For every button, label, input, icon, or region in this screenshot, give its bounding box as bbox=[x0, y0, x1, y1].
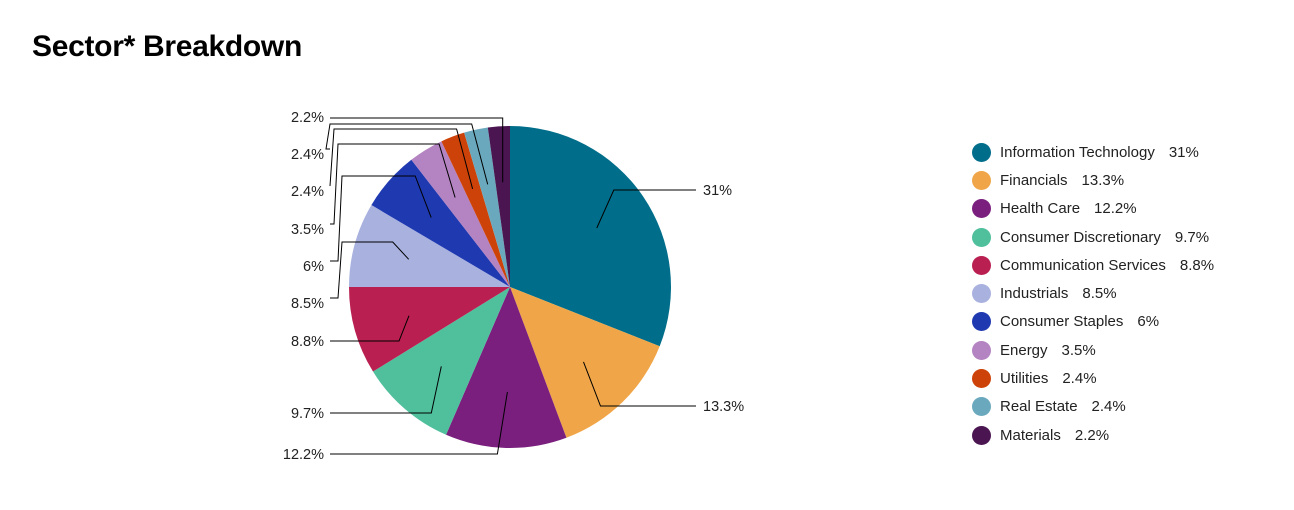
data-label: 9.7% bbox=[291, 406, 324, 422]
legend-item-financials: Financials 13.3% bbox=[972, 166, 1214, 194]
legend-value: 6% bbox=[1137, 313, 1160, 331]
leader-line-real-estate bbox=[325, 123, 489, 185]
legend-value: 3.5% bbox=[1061, 341, 1096, 359]
data-label: 31% bbox=[703, 183, 732, 199]
pie-slice-consumer-discretionary bbox=[372, 287, 510, 435]
data-label: 2.4% bbox=[291, 184, 324, 200]
leader-line-consumer-discretionary bbox=[330, 366, 442, 414]
data-label: 6% bbox=[303, 259, 324, 275]
legend-swatch bbox=[972, 369, 991, 389]
legend-swatch bbox=[972, 340, 991, 360]
data-label: 2.2% bbox=[291, 110, 324, 126]
legend-label: Utilities bbox=[1000, 370, 1049, 388]
legend-item-real-estate: Real Estate 2.4% bbox=[972, 393, 1214, 421]
legend-swatch bbox=[972, 142, 991, 162]
pie-slice-consumer-staples bbox=[371, 159, 510, 287]
legend-value: 31% bbox=[1168, 143, 1199, 161]
legend-item-industrials: Industrials 8.5% bbox=[972, 279, 1214, 307]
legend-value: 8.8% bbox=[1179, 256, 1215, 274]
legend-swatch bbox=[972, 284, 991, 304]
leader-line-health-care bbox=[330, 391, 508, 455]
chart-legend: Information Technology 31% Financials 13.3%… bbox=[972, 138, 1214, 449]
legend-value: 2.4% bbox=[1091, 398, 1126, 416]
pie-slice-utilities bbox=[441, 132, 510, 287]
legend-swatch bbox=[972, 425, 991, 445]
legend-value: 13.3% bbox=[1081, 171, 1125, 189]
chart-title: Sector* Breakdown bbox=[32, 30, 302, 63]
legend-label: Health Care bbox=[1000, 200, 1081, 218]
legend-value: 12.2% bbox=[1094, 200, 1137, 218]
legend-swatch bbox=[972, 227, 991, 247]
data-label: 3.5% bbox=[291, 222, 324, 238]
legend-label: Materials bbox=[1000, 426, 1061, 444]
leader-line-energy bbox=[330, 143, 456, 225]
leader-line-information-technology bbox=[596, 189, 696, 229]
legend-label: Consumer Staples bbox=[1000, 313, 1124, 331]
pie-slice-energy bbox=[411, 141, 510, 287]
legend-label: Information Technology bbox=[1000, 143, 1155, 161]
leader-line-utilities bbox=[329, 128, 474, 190]
legend-item-consumer-discretionary: Consumer Discretionary 9.7% bbox=[972, 223, 1214, 251]
legend-label: Industrials bbox=[1000, 285, 1069, 303]
leader-line-financials bbox=[583, 361, 696, 407]
data-label: 12.2% bbox=[283, 447, 324, 463]
legend-label: Real Estate bbox=[1000, 398, 1078, 416]
data-label: 2.4% bbox=[291, 147, 324, 163]
pie-slice-real-estate bbox=[464, 127, 510, 287]
pie-slice-information-technology bbox=[510, 126, 671, 347]
legend-value: 2.2% bbox=[1074, 426, 1110, 444]
data-label: 8.5% bbox=[291, 296, 324, 312]
legend-swatch bbox=[972, 255, 991, 275]
legend-value: 2.4% bbox=[1062, 370, 1097, 388]
legend-value: 9.7% bbox=[1174, 228, 1210, 246]
pie-slice-health-care bbox=[446, 287, 567, 448]
leader-line-industrials bbox=[330, 241, 410, 299]
pie-slice-financials bbox=[510, 287, 660, 438]
legend-label: Financials bbox=[1000, 171, 1068, 189]
leader-line-consumer-staples bbox=[330, 175, 432, 262]
legend-item-utilities: Utilities 2.4% bbox=[972, 364, 1214, 392]
legend-swatch bbox=[972, 199, 991, 219]
legend-item-materials: Materials 2.2% bbox=[972, 421, 1214, 449]
leader-line-materials bbox=[330, 117, 504, 183]
legend-swatch bbox=[972, 170, 991, 190]
legend-swatch bbox=[972, 397, 991, 417]
legend-label: Consumer Discretionary bbox=[1000, 228, 1161, 246]
pie-slice-materials bbox=[487, 126, 510, 287]
data-label: 13.3% bbox=[703, 399, 744, 415]
legend-item-information-technology: Information Technology 31% bbox=[972, 138, 1214, 166]
legend-swatch bbox=[972, 312, 991, 332]
legend-value: 8.5% bbox=[1082, 285, 1117, 303]
data-label: 8.8% bbox=[291, 334, 324, 350]
leader-line-communication-services bbox=[330, 315, 410, 342]
legend-item-energy: Energy 3.5% bbox=[972, 336, 1214, 364]
pie-slice-communication-services bbox=[349, 287, 510, 372]
legend-item-communication-services: Communication Services 8.8% bbox=[972, 251, 1214, 279]
legend-label: Communication Services bbox=[1000, 256, 1166, 274]
legend-item-consumer-staples: Consumer Staples 6% bbox=[972, 308, 1214, 336]
pie-slice-industrials bbox=[349, 205, 510, 287]
legend-label: Energy bbox=[1000, 341, 1048, 359]
legend-item-health-care: Health Care 12.2% bbox=[972, 195, 1214, 223]
